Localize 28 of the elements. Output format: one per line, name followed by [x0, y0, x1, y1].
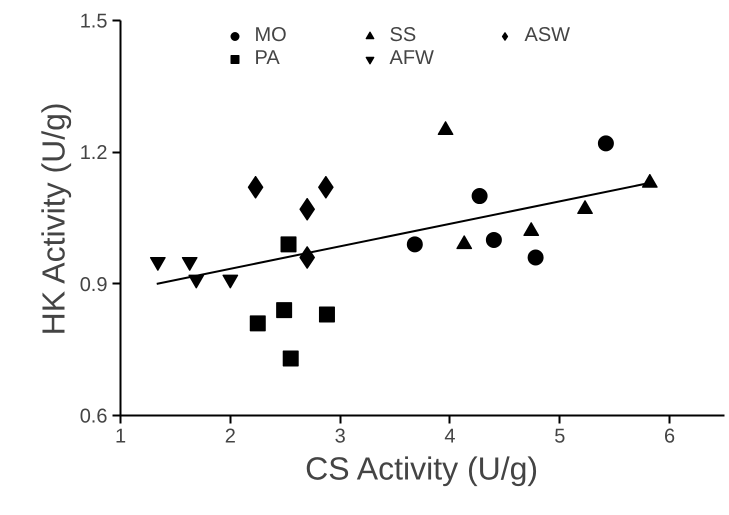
point: [276, 302, 292, 318]
x-tick-label: 3: [334, 426, 346, 448]
point: [318, 306, 335, 323]
legend-label: MO: [254, 24, 288, 47]
point: [280, 236, 297, 252]
point: [486, 232, 502, 248]
point: [406, 236, 423, 252]
x-tick-label: 5: [554, 426, 566, 448]
y-tick-label: 0.9: [80, 274, 108, 296]
point: [472, 188, 488, 204]
x-tick-label: 6: [664, 426, 676, 448]
point: [528, 250, 544, 266]
legend-label: SS: [390, 24, 418, 47]
y-tick-label: 1.2: [80, 142, 108, 164]
x-tick-label: 1: [114, 426, 126, 448]
x-tick-label: 2: [224, 426, 236, 448]
legend-label: ASW: [524, 24, 572, 47]
y-tick-label: 1.5: [80, 10, 108, 32]
y-tick-label: 0.6: [80, 406, 108, 428]
x-tick-label: 4: [444, 426, 456, 448]
point: [282, 350, 299, 366]
point: [299, 198, 316, 221]
legend-label: PA: [254, 47, 281, 70]
legend-label: AFW: [390, 47, 435, 70]
point: [250, 315, 266, 332]
point: [598, 135, 614, 152]
x-axis-title: CS Activity (U/g): [305, 450, 538, 486]
y-axis-title: HK Activity (U/g): [36, 102, 72, 336]
